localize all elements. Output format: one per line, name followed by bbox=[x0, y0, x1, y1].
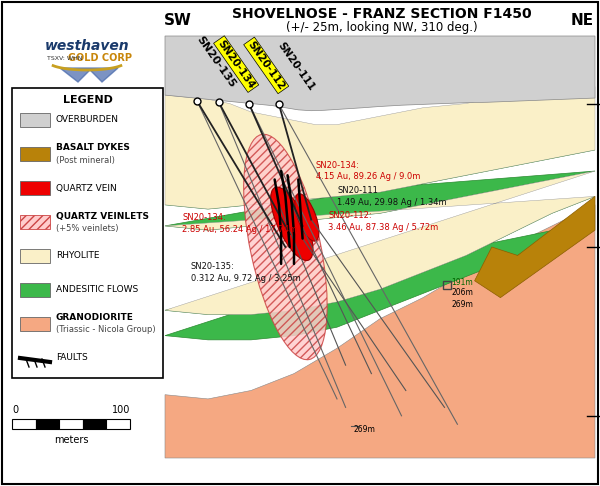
Text: SN20-112: SN20-112 bbox=[246, 39, 287, 91]
Text: RHYOLITE: RHYOLITE bbox=[56, 251, 100, 260]
Text: (Post mineral): (Post mineral) bbox=[56, 156, 115, 164]
Text: 0: 0 bbox=[12, 405, 18, 415]
Text: BASALT DYKES: BASALT DYKES bbox=[56, 143, 130, 153]
Polygon shape bbox=[60, 68, 118, 82]
Text: QUARTZ VEINLETS: QUARTZ VEINLETS bbox=[56, 211, 149, 221]
Ellipse shape bbox=[244, 134, 327, 360]
Polygon shape bbox=[165, 196, 595, 340]
FancyBboxPatch shape bbox=[12, 88, 163, 378]
Text: GRANODIORITE: GRANODIORITE bbox=[56, 313, 134, 323]
FancyBboxPatch shape bbox=[20, 113, 50, 127]
Text: (Triassic - Nicola Group): (Triassic - Nicola Group) bbox=[56, 326, 155, 334]
Text: 269m: 269m bbox=[452, 300, 473, 309]
Text: LEGEND: LEGEND bbox=[62, 95, 112, 105]
Text: SHOVELNOSE - FRANZ SECTION F1450: SHOVELNOSE - FRANZ SECTION F1450 bbox=[232, 7, 532, 21]
Text: 206m: 206m bbox=[452, 288, 473, 297]
FancyBboxPatch shape bbox=[20, 249, 50, 263]
Text: meters: meters bbox=[54, 435, 88, 445]
Polygon shape bbox=[165, 171, 595, 314]
Text: westhaven: westhaven bbox=[44, 39, 130, 53]
Polygon shape bbox=[475, 196, 595, 297]
Text: SN20-111
1.49 Au, 29.98 Ag / 1.34m: SN20-111 1.49 Au, 29.98 Ag / 1.34m bbox=[337, 186, 446, 207]
Text: NE: NE bbox=[571, 14, 593, 29]
FancyBboxPatch shape bbox=[35, 419, 59, 429]
Polygon shape bbox=[165, 205, 595, 458]
FancyBboxPatch shape bbox=[20, 181, 50, 195]
FancyBboxPatch shape bbox=[20, 283, 50, 297]
Ellipse shape bbox=[295, 194, 319, 241]
Text: ANDESITIC FLOWS: ANDESITIC FLOWS bbox=[56, 285, 138, 295]
FancyBboxPatch shape bbox=[20, 317, 50, 331]
Text: SN20-134: SN20-134 bbox=[216, 38, 257, 90]
Polygon shape bbox=[165, 36, 595, 111]
Text: SN20-135: SN20-135 bbox=[194, 35, 237, 89]
Text: (+/- 25m, looking NW, 310 deg.): (+/- 25m, looking NW, 310 deg.) bbox=[286, 21, 478, 35]
FancyBboxPatch shape bbox=[20, 215, 50, 229]
Text: FAULTS: FAULTS bbox=[56, 353, 88, 363]
Text: SW: SW bbox=[164, 14, 192, 29]
Text: 269m: 269m bbox=[353, 425, 376, 434]
FancyBboxPatch shape bbox=[106, 419, 130, 429]
Text: 100: 100 bbox=[112, 405, 130, 415]
FancyBboxPatch shape bbox=[20, 147, 50, 161]
FancyBboxPatch shape bbox=[59, 419, 83, 429]
Text: SN20-111: SN20-111 bbox=[276, 40, 317, 92]
FancyBboxPatch shape bbox=[83, 419, 106, 429]
Text: SN20-112:
3.46 Au, 87.38 Ag / 5.72m: SN20-112: 3.46 Au, 87.38 Ag / 5.72m bbox=[328, 211, 439, 232]
Text: OVERBURDEN: OVERBURDEN bbox=[56, 116, 119, 124]
Text: TSXV: WHN: TSXV: WHN bbox=[47, 56, 83, 62]
Text: QUARTZ VEIN: QUARTZ VEIN bbox=[56, 184, 117, 192]
Text: (+5% veinlets): (+5% veinlets) bbox=[56, 224, 119, 232]
Text: SN20-135:
0.312 Au, 9.72 Ag / 3.25m: SN20-135: 0.312 Au, 9.72 Ag / 3.25m bbox=[191, 262, 301, 283]
Text: 191m: 191m bbox=[452, 278, 473, 287]
Ellipse shape bbox=[271, 187, 313, 260]
Text: SN20-134:
4.15 Au, 89.26 Ag / 9.0m: SN20-134: 4.15 Au, 89.26 Ag / 9.0m bbox=[316, 161, 420, 181]
Text: SN20-134:
2.85 Au, 56.24 Ag / 17.74m: SN20-134: 2.85 Au, 56.24 Ag / 17.74m bbox=[182, 213, 298, 234]
Polygon shape bbox=[165, 150, 595, 230]
Text: GOLD CORP: GOLD CORP bbox=[68, 53, 132, 63]
Polygon shape bbox=[165, 87, 595, 209]
FancyBboxPatch shape bbox=[12, 419, 35, 429]
